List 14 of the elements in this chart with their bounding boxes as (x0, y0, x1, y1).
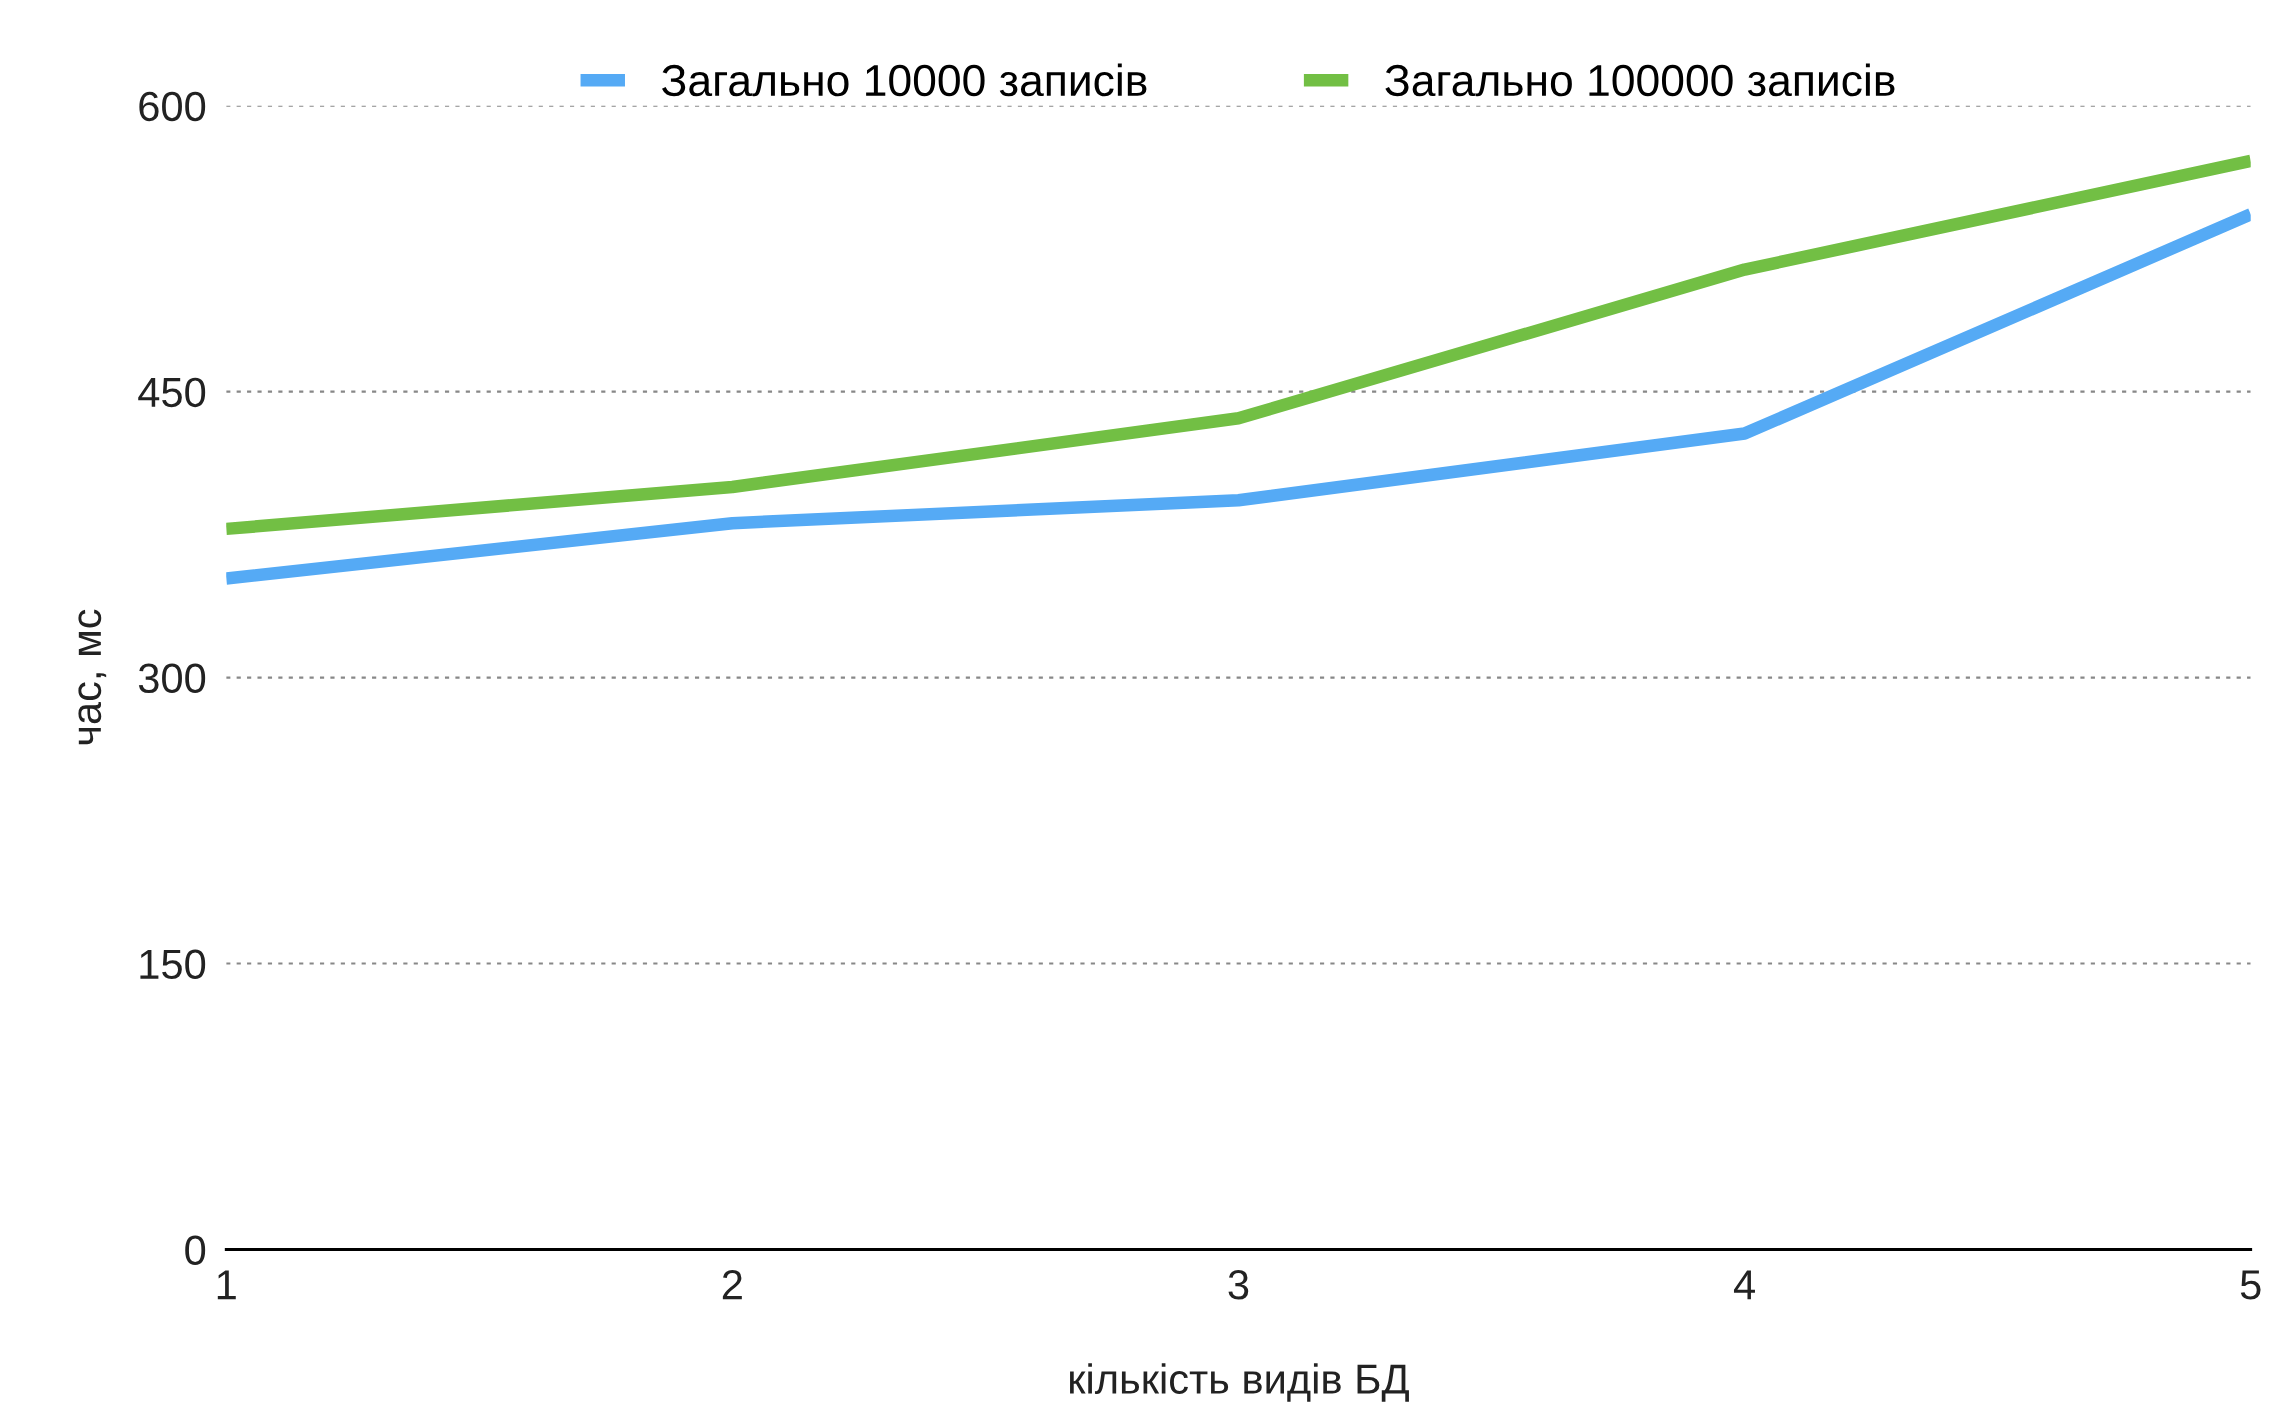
y-tick-label: 450 (138, 377, 206, 408)
x-tick-label: 3 (1228, 1270, 1249, 1300)
y-axis-title: час, мс (78, 609, 107, 745)
x-tick-label: 1 (217, 1270, 236, 1300)
x-tick-label: 5 (2240, 1270, 2261, 1300)
x-tick-label: 4 (1733, 1270, 1755, 1300)
legend-label: Загально 10000 записів (661, 63, 1147, 97)
y-tick-label: 600 (139, 91, 206, 122)
legend-label: Загально 100000 записів (1385, 63, 1895, 97)
y-tick-label: 300 (138, 663, 206, 694)
x-tick-label: 2 (722, 1270, 742, 1300)
x-axis-title: кількість видів БД (1070, 1363, 1409, 1402)
y-tick-label: 0 (185, 1235, 206, 1266)
y-tick-label: 150 (140, 949, 206, 980)
